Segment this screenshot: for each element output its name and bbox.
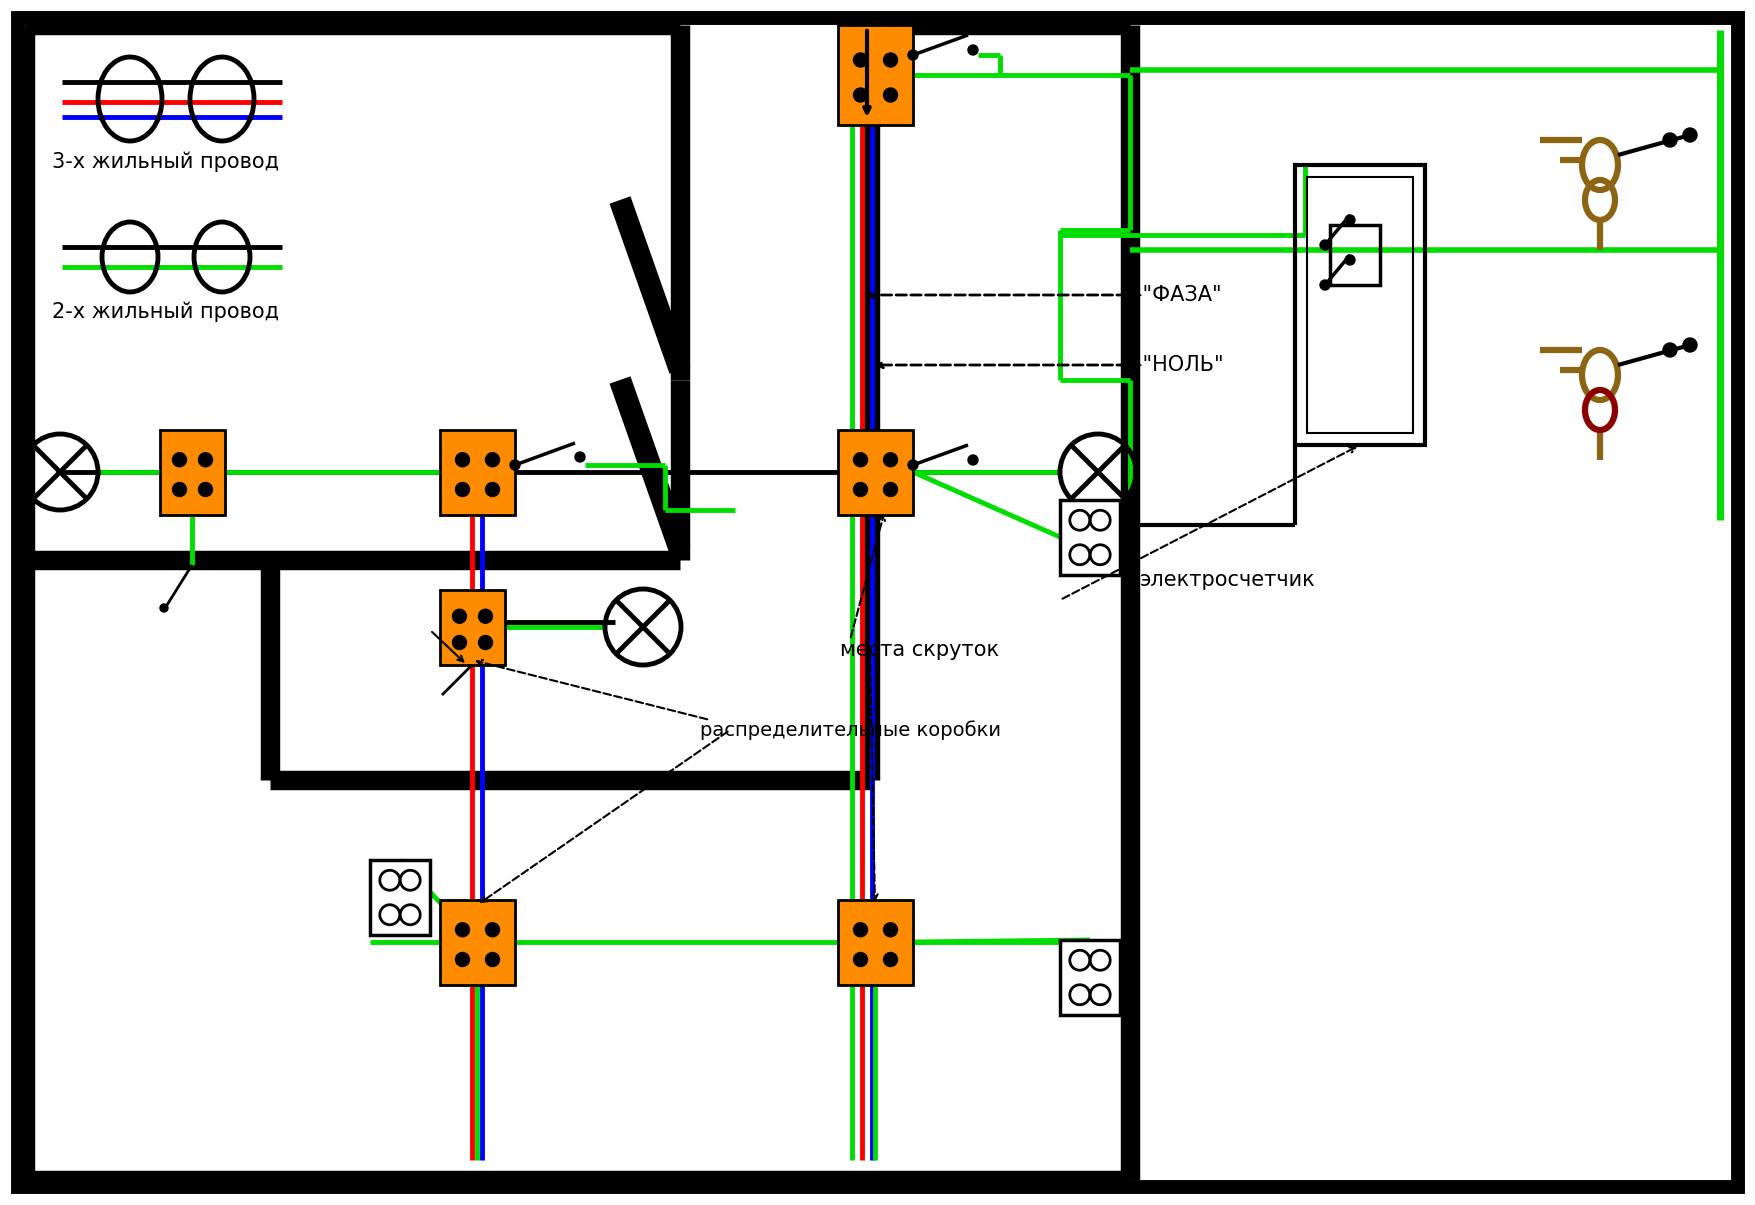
Circle shape: [883, 88, 897, 102]
Circle shape: [453, 635, 467, 649]
Text: распределительные коробки: распределительные коробки: [700, 721, 1000, 740]
Circle shape: [883, 952, 897, 966]
Circle shape: [967, 45, 978, 55]
Circle shape: [1320, 280, 1329, 290]
Circle shape: [883, 923, 897, 936]
Circle shape: [172, 453, 186, 466]
Circle shape: [853, 453, 867, 466]
Circle shape: [160, 604, 168, 612]
Circle shape: [1344, 214, 1355, 225]
Bar: [441, 590, 505, 665]
Circle shape: [172, 482, 186, 496]
Bar: [837, 430, 913, 515]
Circle shape: [484, 923, 498, 936]
Circle shape: [509, 460, 519, 470]
Circle shape: [967, 455, 978, 465]
Circle shape: [455, 453, 469, 466]
Text: электросчетчик: электросчетчик: [1139, 570, 1314, 590]
Bar: [1060, 940, 1120, 1015]
Circle shape: [883, 53, 897, 67]
Circle shape: [198, 453, 212, 466]
Circle shape: [1681, 337, 1695, 352]
Circle shape: [883, 453, 897, 466]
Bar: [837, 900, 913, 984]
Circle shape: [484, 482, 498, 496]
Bar: [441, 900, 514, 984]
Bar: [1293, 165, 1425, 445]
Circle shape: [907, 460, 918, 470]
Circle shape: [477, 635, 491, 649]
Circle shape: [1662, 133, 1676, 147]
Circle shape: [1320, 240, 1329, 249]
Text: -"НОЛЬ": -"НОЛЬ": [1134, 355, 1223, 375]
Circle shape: [574, 452, 584, 462]
Circle shape: [853, 482, 867, 496]
Circle shape: [907, 49, 918, 60]
Circle shape: [853, 923, 867, 936]
Circle shape: [477, 610, 491, 623]
Circle shape: [1681, 128, 1695, 142]
Circle shape: [455, 482, 469, 496]
Circle shape: [484, 952, 498, 966]
Circle shape: [455, 952, 469, 966]
Bar: [1306, 177, 1413, 433]
Text: 2-х жильный провод: 2-х жильный провод: [53, 302, 279, 323]
Text: 3-х жильный провод: 3-х жильный провод: [53, 152, 279, 172]
Text: -"ФАЗА": -"ФАЗА": [1134, 286, 1221, 305]
Circle shape: [455, 923, 469, 936]
Bar: [160, 430, 225, 515]
Bar: [1060, 500, 1120, 575]
Bar: [370, 860, 430, 935]
Bar: [1329, 225, 1379, 286]
Text: места скруток: места скруток: [839, 640, 999, 660]
Bar: [837, 25, 913, 125]
Bar: [441, 430, 514, 515]
Circle shape: [484, 453, 498, 466]
Circle shape: [853, 88, 867, 102]
Circle shape: [853, 952, 867, 966]
Circle shape: [1662, 343, 1676, 357]
Circle shape: [883, 482, 897, 496]
Circle shape: [853, 53, 867, 67]
Circle shape: [198, 482, 212, 496]
Circle shape: [1344, 255, 1355, 265]
Circle shape: [453, 610, 467, 623]
